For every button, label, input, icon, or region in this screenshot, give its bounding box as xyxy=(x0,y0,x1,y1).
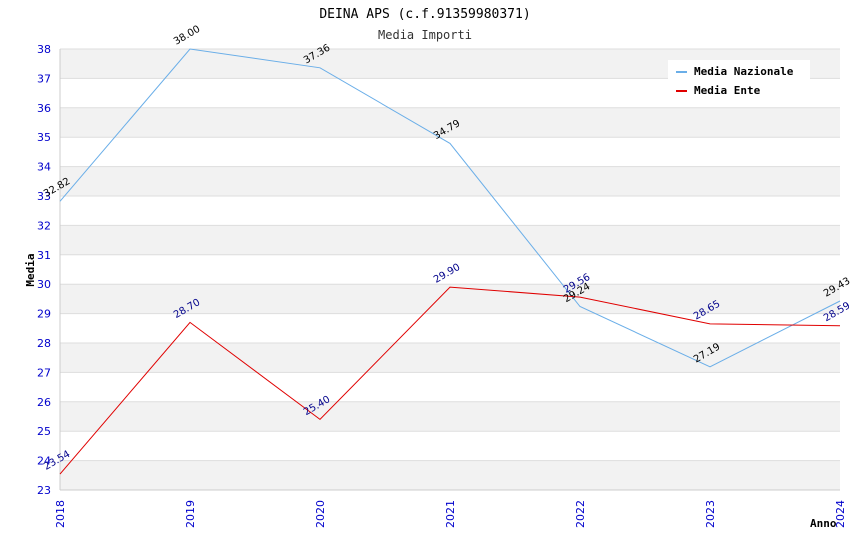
chart-subtitle: Media Importi xyxy=(378,28,472,42)
x-tick-label: 2023 xyxy=(704,500,717,528)
series-line-0 xyxy=(59,48,841,368)
grid-band xyxy=(60,401,840,432)
data-label: 29.90 xyxy=(432,262,462,286)
legend-label-media-nazionale: Media Nazionale xyxy=(694,65,794,78)
y-tick-label: 35 xyxy=(37,131,51,144)
y-tick-label: 23 xyxy=(37,484,51,497)
grid-band xyxy=(60,225,840,255)
grid-band xyxy=(60,460,840,490)
grid-band xyxy=(60,343,840,373)
series-lines xyxy=(59,48,841,475)
legend: Media Nazionale Media Ente xyxy=(668,60,810,102)
x-tick-label: 2022 xyxy=(574,500,587,528)
chart-title: DEINA APS (c.f.91359980371) xyxy=(319,7,530,22)
y-tick-label: 24 xyxy=(37,455,51,468)
x-tick-label: 2018 xyxy=(54,500,67,528)
legend-background xyxy=(668,60,810,102)
x-tick-labels: 2018 2019 2020 2021 2022 2023 2024 xyxy=(54,500,847,528)
y-tick-label: 33 xyxy=(37,190,51,203)
x-axis-label: Anno xyxy=(810,517,837,530)
y-tick-label: 34 xyxy=(37,161,51,174)
y-tick-label: 36 xyxy=(37,102,51,115)
y-tick-label: 26 xyxy=(37,396,51,409)
grid-band xyxy=(60,166,840,196)
y-tick-label: 27 xyxy=(37,366,51,379)
x-tick-label: 2024 xyxy=(834,500,847,528)
grid-band xyxy=(60,284,840,314)
x-tick-label: 2019 xyxy=(184,500,197,528)
y-axis-label: Media xyxy=(24,253,37,286)
x-tick-label: 2021 xyxy=(444,500,457,528)
legend-label-media-ente: Media Ente xyxy=(694,84,761,97)
grid-band xyxy=(60,107,840,138)
y-tick-label: 29 xyxy=(37,308,51,321)
y-tick-label: 31 xyxy=(37,249,51,262)
y-tick-label: 25 xyxy=(37,425,51,438)
data-label: 38.00 xyxy=(172,24,202,48)
y-tick-label: 28 xyxy=(37,337,51,350)
y-tick-label: 30 xyxy=(37,278,51,291)
grid-bands xyxy=(60,49,840,490)
series-line-1 xyxy=(59,286,841,475)
y-tick-label: 37 xyxy=(37,72,51,85)
y-tick-label: 32 xyxy=(37,219,51,232)
x-tick-label: 2020 xyxy=(314,500,327,528)
y-tick-labels: 23 24 25 26 27 28 29 30 31 32 33 34 35 36 37 38 xyxy=(37,43,51,497)
y-tick-label: 38 xyxy=(37,43,51,56)
